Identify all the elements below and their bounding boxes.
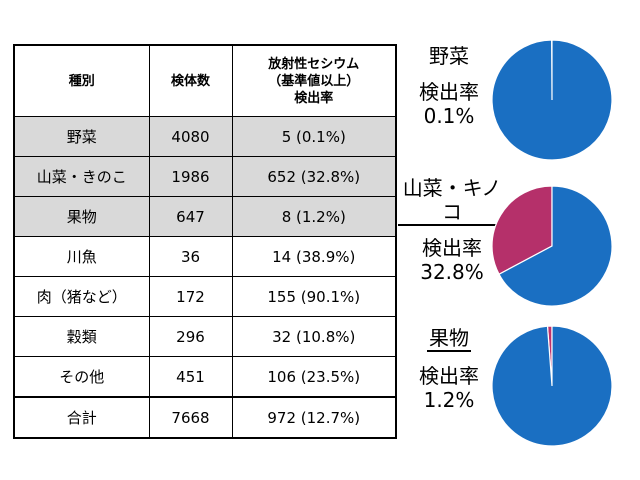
table-row: 肉（猪など） 172 155 (90.1%) [13, 276, 397, 317]
pie-chart-fruits [491, 325, 613, 447]
cell-category: その他 [13, 356, 150, 398]
pie-label-wild-plants: 山菜・キノコ 検出率 32.8% [398, 176, 506, 284]
pie-slice-detected [491, 185, 553, 276]
header-rate-line2: （基準値以上） [268, 73, 360, 89]
rate-label-fruits: 検出率 [419, 364, 479, 388]
table-row: その他 451 106 (23.5%) [13, 356, 397, 398]
table-row: 穀類 296 32 (10.8%) [13, 316, 397, 357]
cell-result: 8 (1.2%) [231, 196, 397, 237]
cell-result: 32 (10.8%) [231, 316, 397, 357]
header-count: 検体数 [148, 44, 233, 117]
table-row: 山菜・きのこ 1986 652 (32.8%) [13, 156, 397, 197]
table-row: 川魚 36 14 (38.9%) [13, 236, 397, 277]
pie-slice-not-detected [491, 39, 613, 161]
cell-count: 172 [148, 276, 233, 317]
total-category: 合計 [13, 396, 150, 439]
cell-count: 647 [148, 196, 233, 237]
total-count: 7668 [148, 396, 233, 439]
header-category: 種別 [13, 44, 150, 117]
cell-category: 野菜 [13, 116, 150, 157]
cell-category: 肉（猪など） [13, 276, 150, 317]
cell-count: 1986 [148, 156, 233, 197]
cell-result: 5 (0.1%) [231, 116, 397, 157]
cell-count: 296 [148, 316, 233, 357]
cell-result: 106 (23.5%) [231, 356, 397, 398]
rate-label-vegetables: 検出率 [419, 80, 479, 104]
cell-category: 山菜・きのこ [13, 156, 150, 197]
cell-category: 穀類 [13, 316, 150, 357]
table-row: 果物 647 8 (1.2%) [13, 196, 397, 237]
rate-value-vegetables: 0.1% [423, 104, 475, 128]
pie-label-vegetables: 野菜 検出率 0.1% [408, 44, 490, 128]
header-detection-rate: 放射性セシウム （基準値以上） 検出率 [231, 44, 397, 117]
pie-label-fruits: 果物 検出率 1.2% [408, 326, 490, 412]
cell-count: 36 [148, 236, 233, 277]
pie-title-fruits: 果物 [427, 326, 471, 352]
pie-chart-wild-plants [491, 185, 613, 307]
pie-slice-not-detected [498, 185, 613, 307]
cell-count: 4080 [148, 116, 233, 157]
table-total-row: 合計 7668 972 (12.7%) [13, 396, 397, 439]
cell-result: 14 (38.9%) [231, 236, 397, 277]
pie-title-vegetables: 野菜 [429, 44, 469, 68]
rate-label-wild-plants: 検出率 [422, 236, 482, 260]
pie-title-wild-plants: 山菜・キノコ [398, 176, 506, 226]
cell-result: 155 (90.1%) [231, 276, 397, 317]
pie-chart-vegetables [491, 39, 613, 161]
table-row: 野菜 4080 5 (0.1%) [13, 116, 397, 157]
table-header-row: 種別 検体数 放射性セシウム （基準値以上） 検出率 [13, 44, 397, 117]
header-rate-line1: 放射性セシウム [268, 56, 360, 72]
cell-category: 川魚 [13, 236, 150, 277]
pie-slice-not-detected [491, 325, 613, 447]
rate-value-wild-plants: 32.8% [420, 260, 484, 284]
rate-value-fruits: 1.2% [423, 388, 475, 412]
header-rate-line3: 検出率 [294, 90, 334, 106]
cell-result: 652 (32.8%) [231, 156, 397, 197]
total-result: 972 (12.7%) [231, 396, 397, 439]
cesium-detection-table: 種別 検体数 放射性セシウム （基準値以上） 検出率 野菜 4080 5 (0.1%… [13, 44, 397, 439]
cell-count: 451 [148, 356, 233, 398]
cell-category: 果物 [13, 196, 150, 237]
